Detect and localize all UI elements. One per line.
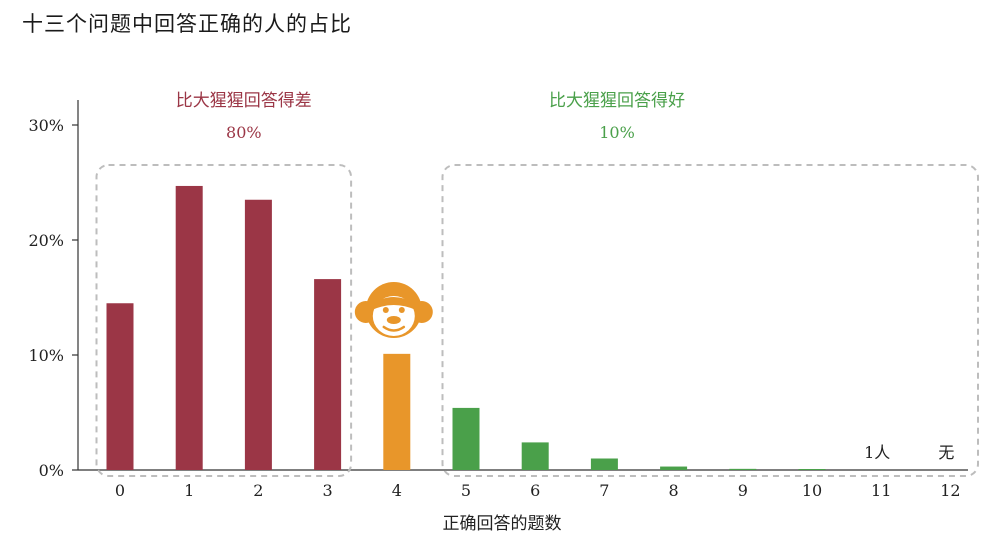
x-tick-label: 2 <box>253 481 263 500</box>
y-tick-label: 30% <box>28 116 64 135</box>
x-tick-label: 5 <box>461 481 471 500</box>
bars <box>106 185 826 470</box>
bar <box>798 469 826 470</box>
x-tick-label: 10 <box>802 481 822 500</box>
x-tick-label: 3 <box>323 481 333 500</box>
x-tick-label: 8 <box>669 481 679 500</box>
x-axis-label: 正确回答的题数 <box>443 514 562 534</box>
y-tick-label: 10% <box>28 346 64 365</box>
chart-title: 十三个问题中回答正确的人的占比 <box>22 12 352 36</box>
bar <box>660 466 688 470</box>
bar <box>106 303 134 470</box>
bar <box>383 353 411 470</box>
bar <box>175 185 203 470</box>
x-tick-label: 4 <box>392 481 402 500</box>
x-tick-label: 12 <box>940 481 960 500</box>
bar <box>521 442 549 470</box>
y-tick-label: 0% <box>39 461 64 480</box>
annotations: 1人 无 <box>864 443 954 462</box>
bar <box>590 458 618 470</box>
bar <box>314 279 342 470</box>
bar <box>729 468 757 470</box>
x-tick-labels: 0 1 2 3 4 5 6 7 8 9 10 11 12 <box>115 481 961 500</box>
group-box <box>95 164 353 477</box>
group-label: 比大猩猩回答得好 <box>549 91 685 111</box>
x-tick-label: 0 <box>115 481 125 500</box>
group-label: 比大猩猩回答得差 <box>176 91 312 111</box>
bar <box>452 407 480 470</box>
x-tick-label: 7 <box>599 481 609 500</box>
x-tick-label: 1 <box>184 481 194 500</box>
x-tick-label: 11 <box>871 481 891 500</box>
annotation-label: 1人 <box>864 443 890 462</box>
x-tick-label: 6 <box>530 481 540 500</box>
chimp-face-icon <box>354 282 433 338</box>
y-axis: 0% 10% 20% 30% <box>28 100 968 480</box>
group-percent: 80% <box>226 123 262 142</box>
y-tick-label: 20% <box>28 231 64 250</box>
bar <box>244 199 272 470</box>
group-boxes: 比大猩猩回答得差 80% 比大猩猩回答得好 10% <box>95 91 979 477</box>
annotation-label: 无 <box>938 443 954 462</box>
group-box <box>441 164 979 477</box>
group-percent: 10% <box>599 123 635 142</box>
x-tick-label: 9 <box>738 481 748 500</box>
